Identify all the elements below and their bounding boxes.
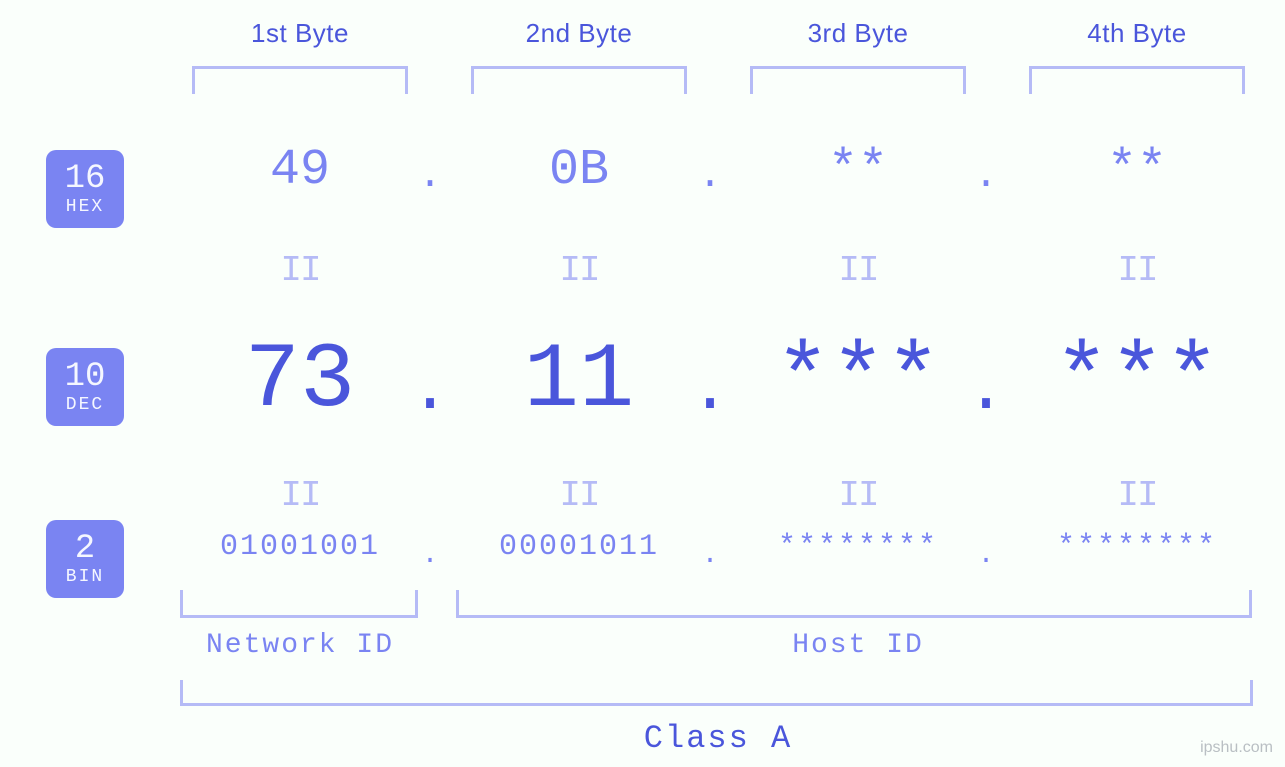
dec-byte-4: *** [1054,328,1220,433]
dec-byte-1: 73 [245,328,355,433]
class-label: Class A [644,720,792,757]
network-id-label: Network ID [206,630,394,661]
equals-dec-bin-1: II [280,475,319,516]
dec-dot-2: . [690,352,731,429]
base-label-dec: DEC [46,396,124,414]
byte-bracket-1 [192,66,408,94]
equals-hex-dec-3: II [838,250,877,291]
bin-byte-2: 00001011 [499,530,659,564]
bin-dot-2: . [702,540,719,571]
host-id-bracket [456,590,1252,618]
base-label-hex: HEX [46,198,124,216]
bin-dot-1: . [422,540,439,571]
equals-hex-dec-4: II [1117,250,1156,291]
base-number-bin: 2 [46,532,124,566]
equals-hex-dec-2: II [559,250,598,291]
byte-header-4: 4th Byte [1087,18,1186,49]
byte-header-1: 1st Byte [251,18,349,49]
bin-byte-4: ******** [1057,530,1217,564]
base-number-hex: 16 [46,162,124,196]
base-badge-bin: 2 BIN [46,520,124,598]
hex-byte-3: ** [828,142,888,199]
host-id-label: Host ID [792,630,924,661]
equals-dec-bin-4: II [1117,475,1156,516]
bin-byte-3: ******** [778,530,938,564]
dec-byte-2: 11 [524,328,634,433]
dec-dot-1: . [410,352,451,429]
ip-byte-diagram: 1st Byte 2nd Byte 3rd Byte 4th Byte 16 H… [0,0,1285,767]
bin-byte-1: 01001001 [220,530,380,564]
hex-byte-1: 49 [270,142,330,199]
network-id-bracket [180,590,418,618]
hex-dot-2: . [698,154,722,199]
dec-dot-3: . [966,352,1007,429]
base-badge-hex: 16 HEX [46,150,124,228]
base-label-bin: BIN [46,568,124,586]
byte-bracket-4 [1029,66,1245,94]
equals-hex-dec-1: II [280,250,319,291]
base-badge-dec: 10 DEC [46,348,124,426]
byte-bracket-2 [471,66,687,94]
hex-byte-2: 0B [549,142,609,199]
hex-dot-3: . [974,154,998,199]
watermark: ipshu.com [1200,739,1273,757]
equals-dec-bin-3: II [838,475,877,516]
dec-byte-3: *** [775,328,941,433]
equals-dec-bin-2: II [559,475,598,516]
class-bracket [180,680,1253,706]
hex-byte-4: ** [1107,142,1167,199]
byte-header-3: 3rd Byte [808,18,909,49]
hex-dot-1: . [418,154,442,199]
byte-header-2: 2nd Byte [526,18,633,49]
bin-dot-3: . [978,540,995,571]
byte-bracket-3 [750,66,966,94]
base-number-dec: 10 [46,360,124,394]
